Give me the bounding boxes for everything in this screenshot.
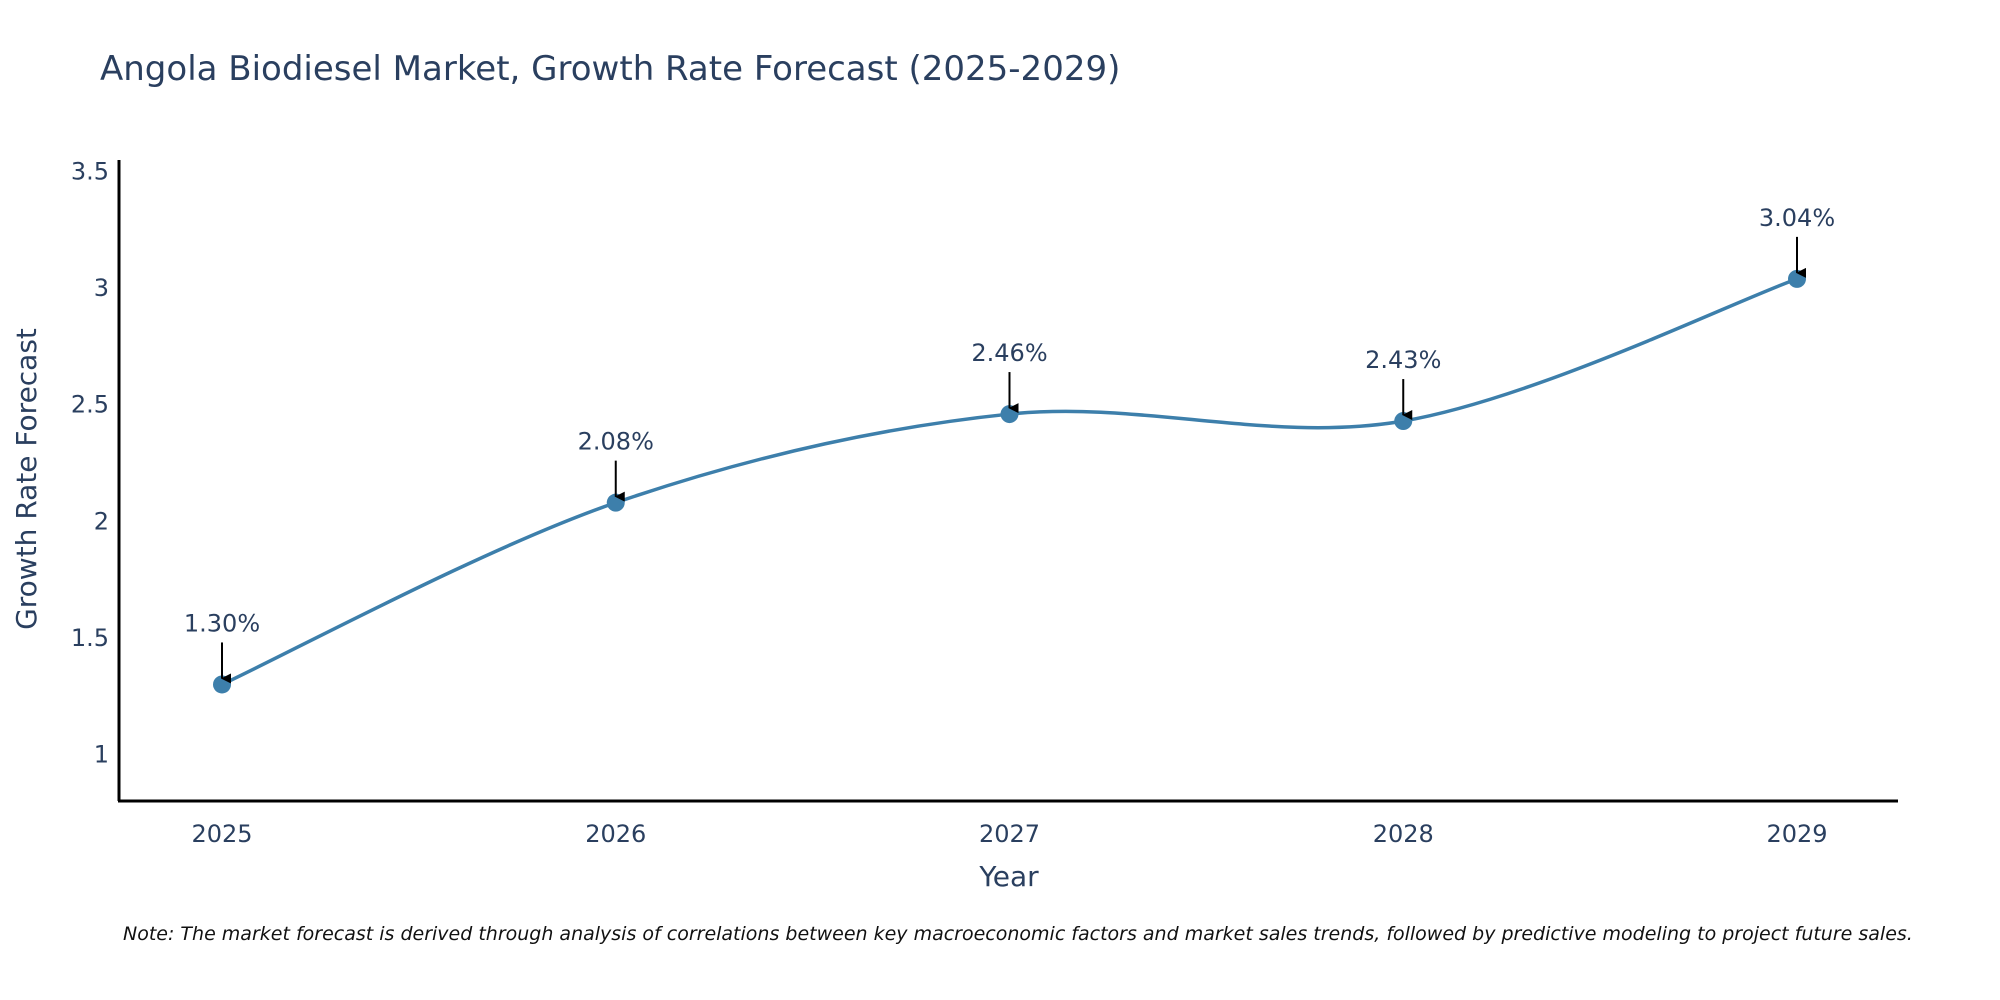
data-label: 2.08% [578,428,654,456]
y-tick-label: 1 [94,740,109,768]
y-axis-title: Growth Rate Forecast [10,328,43,630]
x-tick-label: 2027 [979,820,1040,848]
data-label: 2.46% [971,339,1047,367]
data-label: 2.43% [1365,346,1441,374]
x-tick-label: 2026 [585,820,646,848]
x-axis-title: Year [978,860,1039,893]
x-tick-label: 2028 [1373,820,1434,848]
chart-note: Note: The market forecast is derived thr… [123,923,1913,945]
data-label: 3.04% [1759,204,1835,232]
y-tick-label: 1.5 [71,624,109,652]
y-tick-label: 3.5 [71,158,109,186]
x-tick-label: 2025 [191,820,252,848]
x-axis-ticks: 2025 2026 2027 2028 2029 [191,820,1827,848]
y-tick-label: 2 [94,507,109,535]
y-tick-label: 2.5 [71,391,109,419]
data-label: 1.30% [184,609,260,637]
y-axis-ticks: 1 1.5 2 2.5 3 3.5 [71,158,109,769]
x-tick-label: 2029 [1766,820,1827,848]
y-tick-label: 3 [94,274,109,302]
chart-title: Angola Biodiesel Market, Growth Rate For… [100,49,1120,89]
data-markers [213,269,1806,694]
data-annotations: 1.30% 2.08% 2.46% 2.43% 3.04% [184,204,1835,684]
